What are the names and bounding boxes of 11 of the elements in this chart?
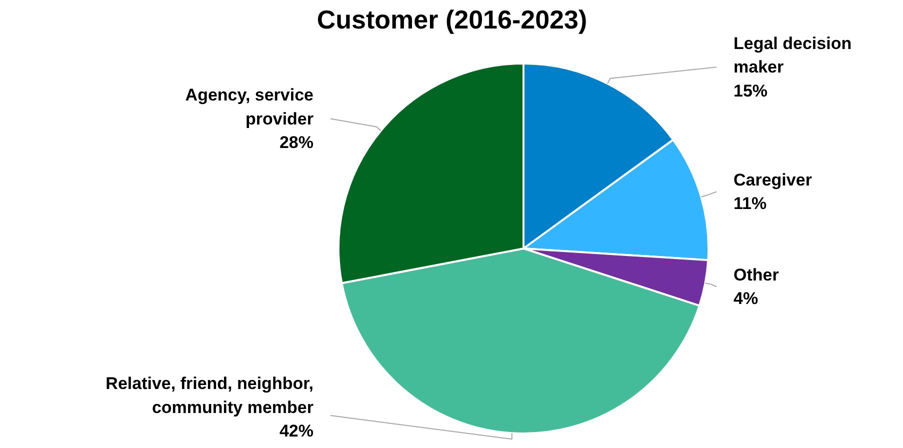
data-label: 15%	[734, 81, 768, 100]
slice-label: Agency, service provider	[185, 86, 314, 128]
slice-label: Legal decision maker	[734, 34, 852, 77]
chart-title: Customer (2016-2023)	[316, 4, 588, 34]
slice-label: Caregiver	[734, 170, 812, 190]
data-label: 42%	[279, 422, 314, 440]
slice-label: Other	[734, 265, 780, 284]
data-label: 4%	[734, 289, 758, 308]
data-label: 11%	[734, 194, 767, 214]
slice-label: Relative, friend, neighbor, community member	[106, 374, 314, 417]
data-label: 28%	[279, 133, 314, 152]
